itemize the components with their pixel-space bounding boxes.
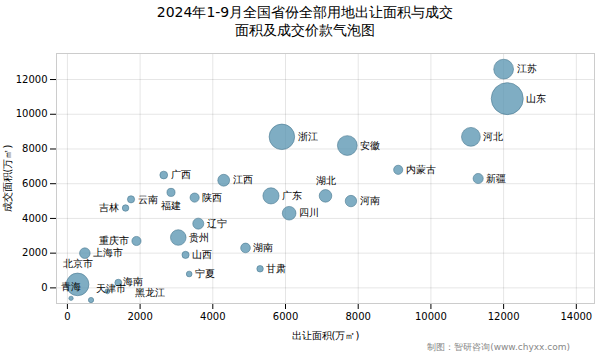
svg-text:天津市: 天津市 [96, 283, 126, 294]
svg-text:江苏: 江苏 [517, 63, 537, 74]
svg-text:四川: 四川 [299, 207, 319, 218]
svg-text:12000: 12000 [488, 311, 520, 322]
svg-text:6000: 6000 [273, 311, 298, 322]
svg-text:甘肃: 甘肃 [266, 263, 286, 274]
svg-text:内蒙古: 内蒙古 [406, 164, 436, 175]
svg-text:宁夏: 宁夏 [195, 268, 215, 279]
svg-text:0: 0 [64, 311, 70, 322]
svg-text:上海市: 上海市 [93, 247, 123, 258]
svg-text:湖北: 湖北 [316, 175, 336, 186]
svg-text:广西: 广西 [171, 169, 191, 180]
svg-text:北京市: 北京市 [63, 258, 93, 269]
svg-text:2000: 2000 [22, 247, 47, 258]
svg-text:0: 0 [41, 282, 47, 293]
svg-text:成交面积(万㎡): 成交面积(万㎡) [2, 145, 13, 213]
svg-text:6000: 6000 [22, 178, 47, 189]
html-text:制图：智研咨询(www.chyxx.com): 制图：智研咨询(www.chyxx.com) [427, 342, 570, 352]
svg-text:重庆市: 重庆市 [99, 235, 129, 246]
svg-text:10000: 10000 [16, 108, 48, 119]
svg-text:吉林: 吉林 [99, 202, 119, 213]
svg-text:14000: 14000 [560, 311, 592, 322]
svg-text:云南: 云南 [138, 194, 158, 205]
svg-text:海南: 海南 [123, 276, 143, 287]
svg-text:广东: 广东 [282, 190, 302, 201]
svg-text:青海: 青海 [61, 281, 81, 292]
svg-text:出让面积(万㎡): 出让面积(万㎡) [292, 330, 360, 341]
svg-text:福建: 福建 [161, 200, 181, 211]
svg-text:黑龙江: 黑龙江 [135, 287, 165, 298]
svg-text:10000: 10000 [415, 311, 447, 322]
svg-text:山西: 山西 [192, 249, 212, 260]
svg-text:4000: 4000 [200, 311, 225, 322]
svg-text:河北: 河北 [483, 131, 503, 142]
svg-text:8000: 8000 [22, 143, 47, 154]
html-text:2024年1-9月全国省份全部用地出让面积与成交 面积及成交: 2024年1-9月全国省份全部用地出让面积与成交 面积及成交价款气泡图 [156, 4, 454, 38]
svg-text:新疆: 新疆 [486, 173, 506, 184]
svg-text:江西: 江西 [233, 174, 253, 185]
svg-text:陕西: 陕西 [202, 192, 222, 203]
svg-text:安徽: 安徽 [360, 140, 380, 151]
svg-text:12000: 12000 [16, 74, 48, 85]
svg-text:4000: 4000 [22, 213, 47, 224]
svg-text:河南: 河南 [360, 195, 380, 206]
svg-text:浙江: 浙江 [298, 131, 318, 142]
svg-text:贵州: 贵州 [189, 232, 209, 243]
svg-text:8000: 8000 [345, 311, 370, 322]
svg-text:辽宁: 辽宁 [207, 218, 227, 229]
svg-text:山东: 山东 [526, 93, 546, 104]
svg-text:2000: 2000 [127, 311, 152, 322]
svg-text:湖南: 湖南 [253, 242, 273, 253]
